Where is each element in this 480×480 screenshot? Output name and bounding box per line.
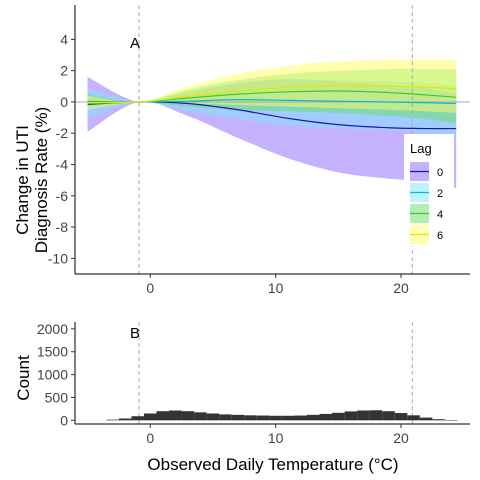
histogram-bar xyxy=(118,418,132,421)
histogram-bar xyxy=(256,415,270,421)
histogram-bar xyxy=(206,413,220,421)
y-tick-label: 4 xyxy=(60,31,68,47)
y-axis-label-line-2: Diagnosis Rate (%) xyxy=(32,107,51,253)
y-tick-label: 1000 xyxy=(37,367,68,383)
y-tick-label: 0 xyxy=(60,94,68,110)
histogram-bar xyxy=(407,415,420,421)
x-tick-label: 0 xyxy=(146,430,154,446)
y-tick-label: 0 xyxy=(60,412,68,428)
y-tick-label: -2 xyxy=(56,125,69,141)
histogram-bar xyxy=(219,414,232,421)
series-lines xyxy=(87,84,457,130)
histogram-bar xyxy=(181,411,195,421)
histogram-bars xyxy=(106,410,458,421)
histogram-bar xyxy=(357,410,370,421)
y-tick-label: -4 xyxy=(56,157,69,173)
y-tick-label: 500 xyxy=(45,389,69,405)
reference-lines xyxy=(138,322,413,424)
histogram-bar xyxy=(382,411,395,421)
histogram-bar xyxy=(143,413,157,421)
legend-keys: 0 2 4 6 xyxy=(410,162,443,244)
histogram-bar xyxy=(194,412,207,421)
legend: Lag 0 2 4 6 xyxy=(404,134,454,246)
panel-b: 0 500 1000 1500 2000 0 10 20 B Count Observed D… xyxy=(14,321,470,474)
y-tick-label: -8 xyxy=(56,219,69,235)
legend-label-lag-4: 4 xyxy=(437,209,443,221)
histogram-bar xyxy=(394,413,408,421)
y-tick-label: 2 xyxy=(60,63,68,79)
legend-label-lag-6: 6 xyxy=(437,230,443,242)
histogram-bar xyxy=(269,415,282,421)
histogram-bar xyxy=(294,415,307,421)
panel-label-a: A xyxy=(130,35,140,52)
y-axis-label-line-1: Change in UTI xyxy=(13,125,32,235)
series-line-lag-6 xyxy=(87,84,457,104)
x-axis-label: Observed Daily Temperature (°C) xyxy=(147,455,398,474)
y-tick-label: -6 xyxy=(56,188,69,204)
x-tick-label: 20 xyxy=(393,430,409,446)
y-tick-label: 2000 xyxy=(37,321,68,337)
panel-a: 420-2-4-6-8-100 10 20 A Change in UTI Diag… xyxy=(13,5,470,296)
ci-band-lag-6 xyxy=(87,59,457,113)
histogram-bar xyxy=(281,415,295,421)
histogram-bar xyxy=(169,410,182,421)
x-tick-label: 10 xyxy=(268,280,284,296)
histogram-bar xyxy=(131,416,144,421)
histogram-bar xyxy=(344,411,358,421)
histogram-bar xyxy=(156,411,170,421)
histogram-bar xyxy=(332,412,345,421)
legend-title: Lag xyxy=(410,141,432,156)
histogram-bar xyxy=(106,419,119,421)
legend-label-lag-0: 0 xyxy=(437,167,443,179)
y-tick-label: 1500 xyxy=(37,344,68,360)
histogram-bar xyxy=(244,415,257,421)
x-tick-label: 0 xyxy=(146,280,154,296)
histogram-bar xyxy=(231,414,245,421)
x-tick-label: 10 xyxy=(268,430,284,446)
x-tick-label: 20 xyxy=(393,280,409,296)
histogram-bar xyxy=(306,414,320,421)
confidence-bands xyxy=(87,59,457,188)
panel-label-b: B xyxy=(130,325,140,342)
legend-label-lag-2: 2 xyxy=(437,188,443,200)
axes: 420-2-4-6-8-100 10 20 xyxy=(48,5,470,296)
y-axis-label: Change in UTI Diagnosis Rate (%) xyxy=(13,107,51,253)
histogram-bar xyxy=(369,410,383,421)
histogram-bar xyxy=(419,417,433,421)
histogram-bar xyxy=(444,419,458,421)
y-tick-label: -10 xyxy=(48,250,68,266)
axes: 0 500 1000 1500 2000 0 10 20 xyxy=(37,321,470,446)
histogram-bar xyxy=(319,413,333,421)
histogram-bar xyxy=(432,419,445,421)
y-axis-label: Count xyxy=(14,355,33,401)
